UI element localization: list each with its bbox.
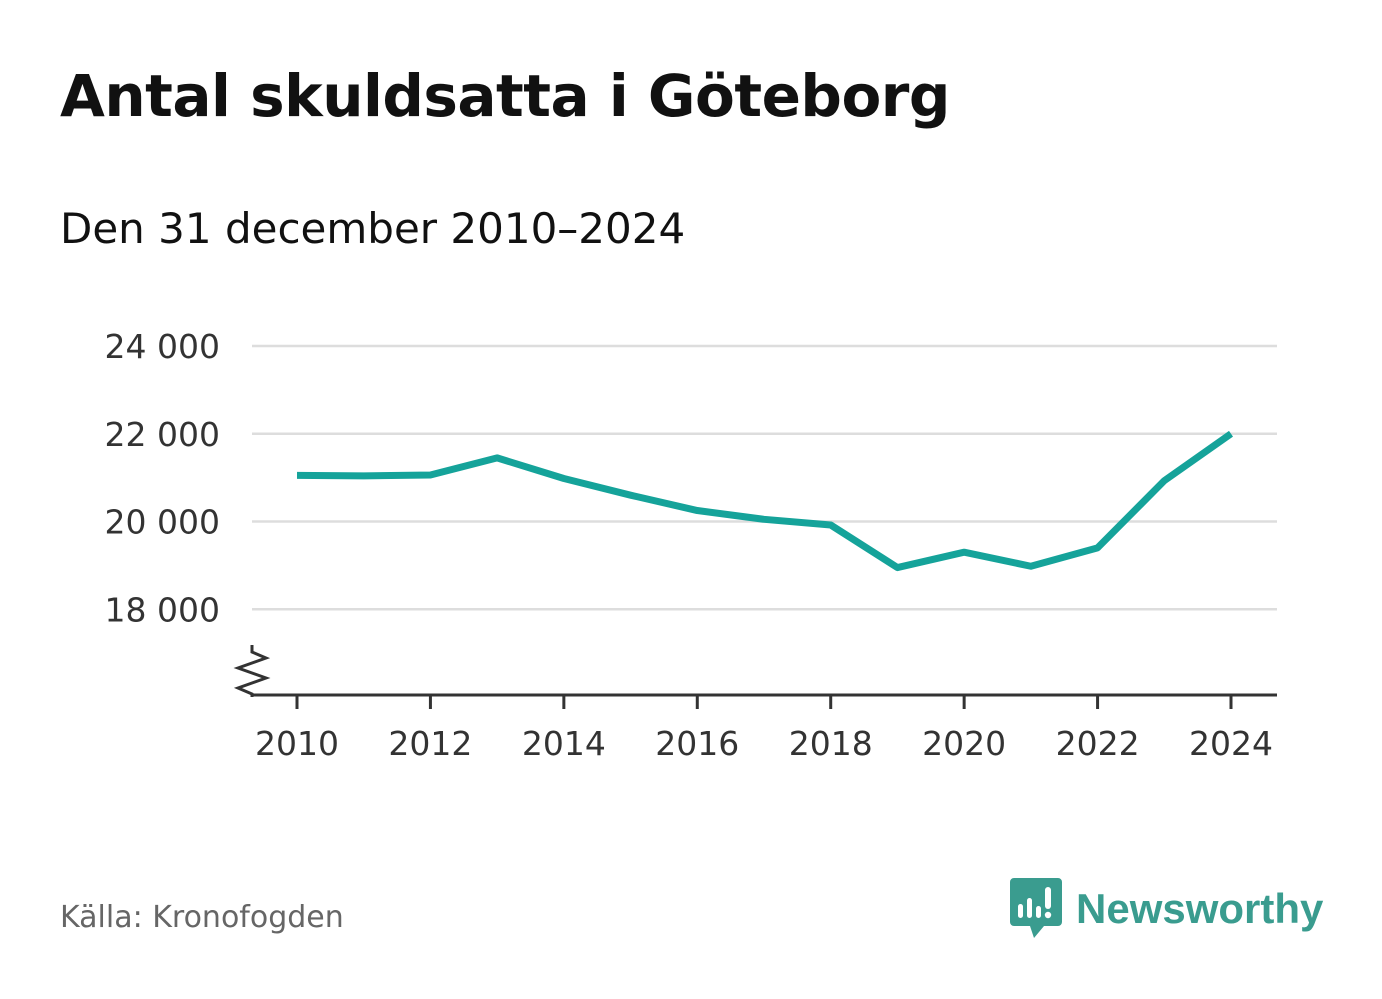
x-tick-label: 2010 — [255, 724, 339, 763]
chart-title: Antal skuldsatta i Göteborg — [60, 62, 950, 130]
x-tick-label: 2024 — [1189, 724, 1273, 763]
axis-break-icon — [233, 645, 271, 697]
x-tick-label: 2020 — [922, 724, 1006, 763]
bar-chart-speech-bubble-icon — [1010, 878, 1062, 938]
y-tick-label: 24 000 — [105, 327, 220, 366]
source-note: Källa: Kronofogden — [60, 900, 344, 935]
chart-subtitle: Den 31 december 2010–2024 — [60, 204, 686, 253]
y-tick-label: 22 000 — [105, 415, 220, 454]
newsworthy-logo: Newsworthy — [1010, 878, 1323, 940]
x-tick-label: 2018 — [789, 724, 873, 763]
y-tick-label: 20 000 — [105, 503, 220, 542]
series-line-0 — [296, 430, 1234, 572]
x-tick-label: 2014 — [522, 724, 606, 763]
x-tick-label: 2012 — [388, 724, 472, 763]
x-tick-label: 2022 — [1056, 724, 1140, 763]
y-tick-label: 18 000 — [105, 590, 220, 629]
x-tick-label: 2016 — [655, 724, 739, 763]
brand-name: Newsworthy — [1076, 885, 1324, 932]
